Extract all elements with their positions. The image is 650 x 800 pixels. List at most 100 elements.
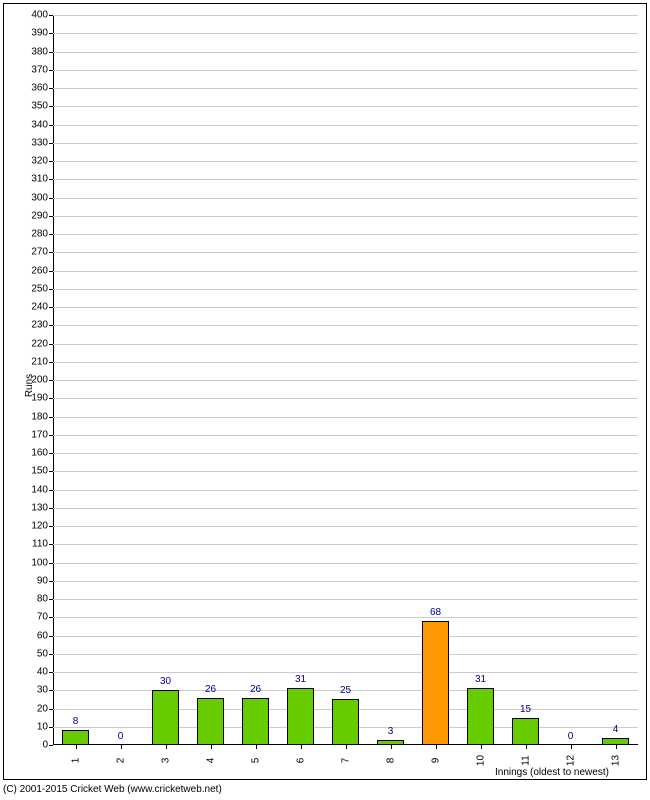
bar-value-label: 26 [205, 684, 216, 695]
y-tick-mark [49, 143, 53, 144]
bar-value-label: 8 [73, 716, 79, 727]
y-tick-label: 50 [37, 648, 48, 659]
y-tick-label: 110 [32, 539, 48, 550]
y-tick-mark [49, 563, 53, 564]
y-tick-label: 370 [31, 64, 48, 75]
gridline [53, 216, 638, 217]
gridline [53, 544, 638, 545]
x-tick-mark [391, 745, 392, 749]
gridline [53, 490, 638, 491]
gridline [53, 15, 638, 16]
y-tick-label: 260 [31, 265, 48, 276]
chart-container: 0102030405060708090100110120130140150160… [0, 0, 650, 800]
y-tick-mark [49, 289, 53, 290]
y-tick-mark [49, 690, 53, 691]
gridline [53, 526, 638, 527]
x-tick-mark [571, 745, 572, 749]
gridline [53, 654, 638, 655]
y-tick-mark [49, 709, 53, 710]
gridline [53, 33, 638, 34]
gridline [53, 398, 638, 399]
y-tick-label: 40 [37, 667, 48, 678]
y-tick-mark [49, 234, 53, 235]
y-tick-mark [49, 198, 53, 199]
y-tick-label: 20 [37, 703, 48, 714]
plot-area: 0102030405060708090100110120130140150160… [53, 15, 638, 745]
gridline [53, 161, 638, 162]
x-tick-label: 11 [520, 755, 531, 765]
gridline [53, 636, 638, 637]
bar-value-label: 3 [388, 726, 394, 737]
y-tick-label: 120 [31, 521, 48, 532]
y-axis-label: Runs [24, 374, 35, 397]
y-tick-label: 140 [31, 484, 48, 495]
bar-value-label: 26 [250, 684, 261, 695]
gridline [53, 307, 638, 308]
bar-value-label: 68 [430, 607, 441, 618]
y-tick-label: 320 [31, 156, 48, 167]
y-tick-label: 330 [31, 137, 48, 148]
y-tick-label: 170 [31, 429, 48, 440]
y-tick-label: 360 [31, 83, 48, 94]
y-tick-mark [49, 435, 53, 436]
gridline [53, 453, 638, 454]
gridline [53, 179, 638, 180]
bar [242, 698, 270, 745]
y-tick-mark [49, 453, 53, 454]
x-tick-mark [616, 745, 617, 749]
y-tick-mark [49, 33, 53, 34]
gridline [53, 125, 638, 126]
y-tick-mark [49, 252, 53, 253]
gridline [53, 143, 638, 144]
gridline [53, 325, 638, 326]
y-tick-mark [49, 344, 53, 345]
y-tick-mark [49, 216, 53, 217]
gridline [53, 380, 638, 381]
x-tick-label: 5 [250, 758, 261, 764]
x-tick-mark [211, 745, 212, 749]
gridline [53, 88, 638, 89]
y-tick-label: 150 [31, 466, 48, 477]
y-tick-label: 130 [31, 502, 48, 513]
y-tick-mark [49, 271, 53, 272]
bar-value-label: 31 [475, 674, 486, 685]
y-tick-mark [49, 490, 53, 491]
bar-value-label: 25 [340, 685, 351, 696]
gridline [53, 70, 638, 71]
gridline [53, 471, 638, 472]
gridline [53, 508, 638, 509]
gridline [53, 599, 638, 600]
gridline [53, 252, 638, 253]
y-tick-mark [49, 362, 53, 363]
x-tick-label: 10 [475, 755, 486, 766]
gridline [53, 344, 638, 345]
gridline [53, 198, 638, 199]
bar [422, 621, 450, 745]
gridline [53, 435, 638, 436]
y-tick-label: 30 [37, 685, 48, 696]
y-tick-mark [49, 617, 53, 618]
y-tick-mark [49, 125, 53, 126]
y-tick-label: 250 [31, 283, 48, 294]
y-tick-label: 70 [37, 612, 48, 623]
gridline [53, 289, 638, 290]
y-tick-label: 80 [37, 594, 48, 605]
x-tick-mark [346, 745, 347, 749]
y-tick-label: 310 [31, 174, 48, 185]
y-tick-mark [49, 70, 53, 71]
y-tick-label: 160 [31, 448, 48, 459]
x-tick-mark [526, 745, 527, 749]
y-tick-mark [49, 179, 53, 180]
y-tick-mark [49, 325, 53, 326]
y-tick-mark [49, 307, 53, 308]
bar [467, 688, 495, 745]
x-tick-mark [166, 745, 167, 749]
bar-value-label: 0 [118, 731, 124, 742]
y-tick-mark [49, 526, 53, 527]
x-tick-label: 4 [205, 758, 216, 764]
y-tick-label: 300 [31, 192, 48, 203]
y-tick-label: 90 [37, 575, 48, 586]
gridline [53, 563, 638, 564]
y-tick-mark [49, 88, 53, 89]
bar [197, 698, 225, 745]
